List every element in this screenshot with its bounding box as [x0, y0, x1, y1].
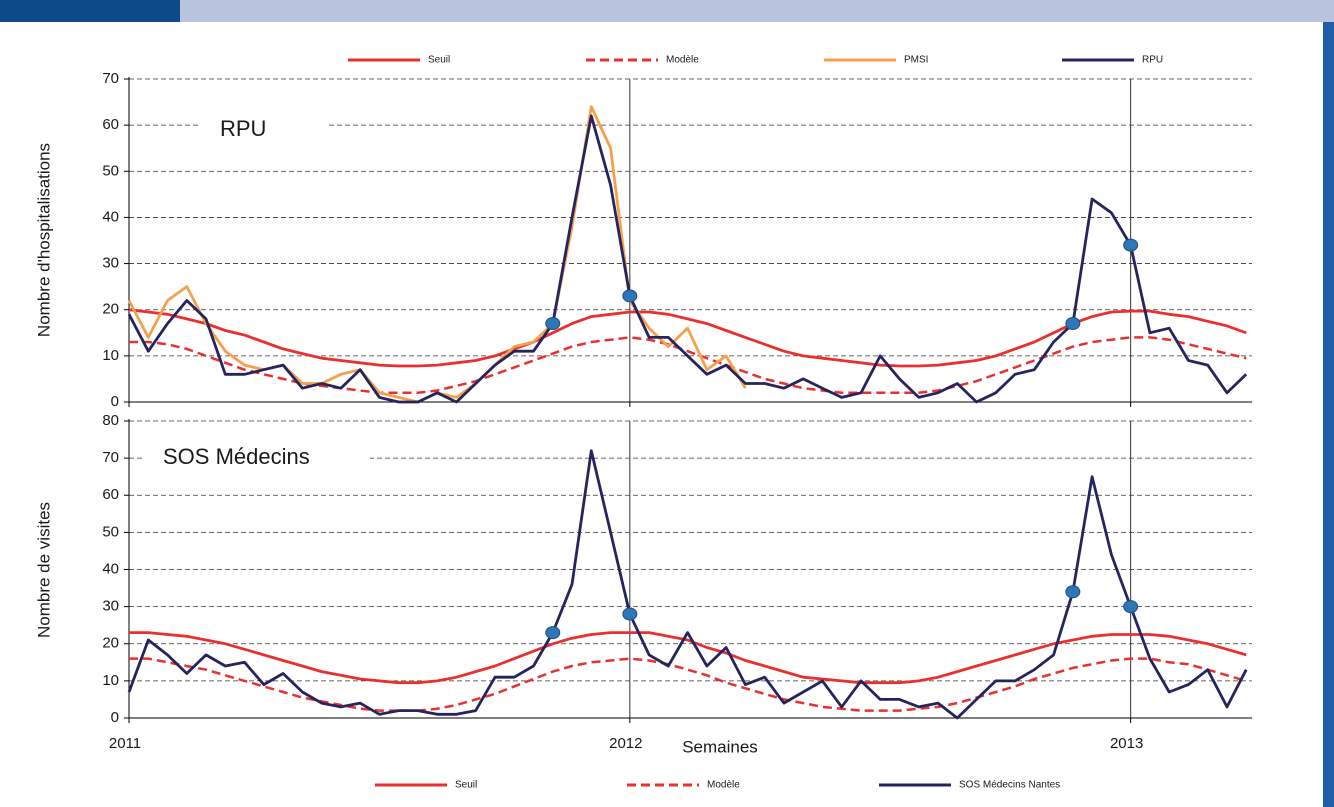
y-tick-label: 0 — [111, 393, 119, 410]
y-axis-title: Nombre de visites — [34, 502, 53, 638]
y-axis-title: Nombre d'hospitalisations — [34, 143, 53, 337]
legend-label: PMSI — [904, 55, 928, 66]
alert-marker — [1123, 238, 1139, 252]
legend-label: Seuil — [455, 780, 477, 791]
series-line — [129, 657, 1247, 712]
legend-label: RPU — [1142, 55, 1163, 66]
y-tick-label: 60 — [102, 486, 119, 503]
x-tick-label: 2012 — [609, 735, 642, 752]
x-axis-title: Semaines — [682, 737, 758, 756]
legend-label: Seuil — [428, 55, 450, 66]
panel-label: RPU — [220, 116, 266, 141]
legend-label: SOS Médecins Nantes — [959, 780, 1060, 791]
panel-label-bg — [143, 441, 370, 471]
panel-label-bg — [200, 113, 327, 143]
series-line — [127, 105, 747, 404]
x-tick-label: 2013 — [1110, 735, 1143, 752]
legend-label: Modèle — [707, 780, 740, 791]
legend-label: Modèle — [666, 55, 699, 66]
y-tick-label: 30 — [102, 255, 119, 272]
series-line — [127, 449, 1248, 720]
series-line — [129, 631, 1247, 685]
series-line — [127, 114, 1248, 404]
panel-label: SOS Médecins — [163, 444, 310, 469]
y-tick-label: 20 — [102, 635, 119, 652]
side-strip — [1323, 22, 1334, 807]
y-tick-label: 70 — [102, 70, 119, 87]
series-line — [128, 308, 1247, 368]
y-tick-label: 50 — [102, 523, 119, 540]
alert-marker — [545, 317, 561, 331]
series-line — [129, 336, 1247, 395]
y-tick-label: 10 — [102, 672, 119, 689]
y-tick-label: 0 — [111, 709, 119, 726]
alert-marker — [1123, 600, 1139, 614]
y-tick-label: 80 — [102, 412, 119, 429]
y-tick-label: 40 — [102, 208, 119, 225]
y-tick-label: 10 — [102, 347, 119, 364]
y-tick-label: 50 — [102, 162, 119, 179]
alert-marker — [545, 626, 561, 640]
alert-marker — [1065, 585, 1081, 599]
alert-marker — [1065, 317, 1081, 331]
y-tick-label: 40 — [102, 560, 119, 577]
y-tick-label: 30 — [102, 598, 119, 615]
alert-marker — [622, 289, 638, 303]
y-tick-label: 60 — [102, 116, 119, 133]
y-tick-label: 20 — [102, 301, 119, 318]
x-tick-label: 2011 — [109, 735, 141, 752]
y-tick-label: 70 — [102, 449, 119, 466]
header-light — [180, 0, 1334, 22]
alert-marker — [622, 607, 638, 621]
header-dark — [0, 0, 180, 22]
